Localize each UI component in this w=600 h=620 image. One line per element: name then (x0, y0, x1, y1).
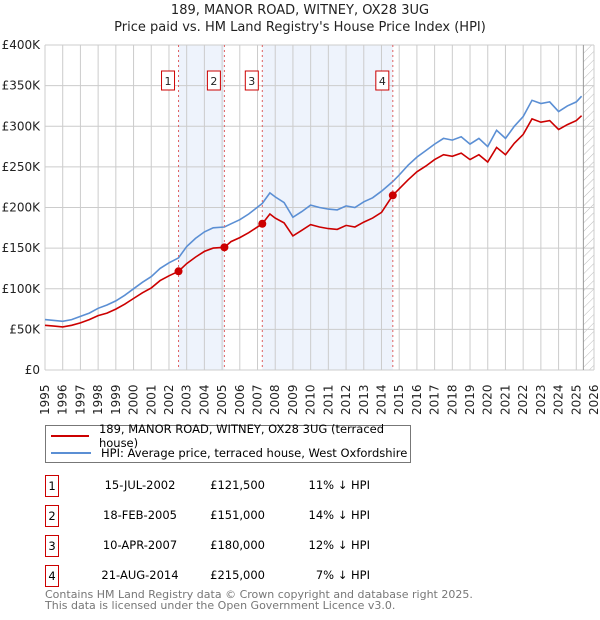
transaction-price: £180,000 (210, 538, 265, 552)
x-tick-label: 1996 (56, 384, 70, 415)
y-tick-label: £250K (2, 160, 42, 174)
x-tick-label: 2012 (339, 384, 353, 415)
sale-label: 4 (379, 75, 386, 88)
legend-label-hpi: HPI: Average price, terraced house, West… (101, 446, 408, 460)
legend-swatch-price (51, 435, 89, 437)
x-tick-label: 2009 (286, 384, 300, 415)
sale-point (258, 219, 267, 228)
x-tick-label: 2000 (127, 384, 141, 415)
transaction-price: £121,500 (210, 478, 265, 492)
legend: 189, MANOR ROAD, WITNEY, OX28 3UG (terra… (45, 422, 411, 463)
x-tick-label: 2001 (144, 384, 158, 415)
sale-label-box (375, 70, 390, 91)
transaction-number-badge: 2 (45, 505, 59, 527)
x-tick-label: 2010 (304, 384, 318, 415)
y-tick-label: £100K (2, 282, 42, 296)
y-tick-label: £300K (2, 119, 42, 133)
transaction-price: £151,000 (210, 508, 265, 522)
transaction-price: £215,000 (210, 568, 265, 582)
x-tick-label: 2002 (162, 384, 176, 415)
price-chart: 189, MANOR ROAD, WITNEY, OX28 3UG Price … (2, 3, 600, 415)
legend-item-hpi: HPI: Average price, terraced house, West… (51, 445, 407, 461)
legend-swatch-hpi (51, 452, 91, 454)
x-tick-label: 1995 (38, 384, 52, 415)
sale-label-box (244, 70, 259, 91)
transaction-row: 4 21-AUG-2014 £215,000 7% ↓ HPI (45, 565, 405, 587)
x-tick-label: 2018 (445, 384, 459, 415)
transaction-hpi-diff: 7% ↓ HPI (315, 568, 370, 582)
transaction-hpi-diff: 11% ↓ HPI (308, 478, 370, 492)
transaction-date: 15-JUL-2002 (104, 478, 176, 492)
legend-label-price: 189, MANOR ROAD, WITNEY, OX28 3UG (terra… (98, 422, 385, 450)
transaction-number-badge: 1 (45, 475, 59, 497)
transaction-row: 3 10-APR-2007 £180,000 12% ↓ HPI (45, 535, 405, 557)
y-tick-label: £400K (2, 38, 42, 52)
x-tick-label: 2015 (392, 384, 406, 415)
transaction-number-badge: 3 (45, 535, 59, 557)
sale-point (388, 191, 397, 200)
transaction-date: 10-APR-2007 (102, 538, 178, 552)
x-tick-label: 2020 (481, 384, 495, 415)
x-tick-label: 2005 (215, 384, 229, 415)
x-tick-label: 2014 (374, 384, 388, 415)
transaction-hpi-diff: 12% ↓ HPI (308, 538, 370, 552)
y-tick-label: £200K (2, 201, 42, 215)
x-tick-label: 2004 (197, 384, 211, 415)
y-tick-label: £50K (9, 322, 41, 336)
footer: Contains HM Land Registry data © Crown c… (45, 589, 473, 611)
x-tick-label: 2003 (180, 384, 194, 415)
x-tick-label: 2016 (410, 384, 424, 415)
x-tick-label: 2026 (587, 384, 600, 415)
legend-item-price: 189, MANOR ROAD, WITNEY, OX28 3UG (terra… (51, 422, 410, 450)
series-line (44, 115, 583, 328)
x-tick-label: 2024 (552, 384, 566, 415)
transaction-row: 2 18-FEB-2005 £151,000 14% ↓ HPI (45, 505, 405, 527)
sale-label: 3 (248, 75, 255, 88)
sale-label: 2 (210, 75, 217, 88)
x-tick-label: 2023 (534, 384, 548, 415)
footer-licence: This data is licensed under the Open Gov… (45, 599, 396, 612)
y-tick-label: £150K (2, 241, 42, 255)
transaction-date: 18-FEB-2005 (103, 508, 177, 522)
y-tick-label: £350K (2, 79, 42, 93)
chart-subtitle: Price paid vs. HM Land Registry's House … (114, 20, 486, 35)
y-tick-label: £0 (25, 363, 40, 377)
x-tick-label: 2006 (233, 384, 247, 415)
sale-point (220, 243, 229, 252)
transaction-number-badge: 4 (45, 565, 59, 587)
x-tick-label: 2007 (251, 384, 265, 415)
transaction-date: 21-AUG-2014 (101, 568, 179, 582)
x-tick-label: 1997 (73, 384, 87, 415)
transaction-row: 1 15-JUL-2002 £121,500 11% ↓ HPI (45, 475, 405, 497)
series-line (44, 95, 583, 323)
x-tick-label: 2013 (357, 384, 371, 415)
x-tick-label: 2011 (321, 384, 335, 415)
x-tick-label: 2022 (516, 384, 530, 415)
transaction-hpi-diff: 14% ↓ HPI (308, 508, 370, 522)
x-tick-label: 2008 (268, 384, 282, 415)
x-tick-label: 2017 (428, 384, 442, 415)
sale-label: 1 (165, 75, 172, 88)
chart-title: 189, MANOR ROAD, WITNEY, OX28 3UG (171, 3, 429, 18)
footer-copyright: Contains HM Land Registry data © Crown c… (45, 588, 473, 601)
sale-label-box (161, 70, 176, 91)
x-tick-label: 1999 (109, 384, 123, 415)
x-tick-label: 1998 (91, 384, 105, 415)
x-tick-label: 2021 (498, 384, 512, 415)
sale-point (174, 267, 183, 276)
x-tick-label: 2019 (463, 384, 477, 415)
sale-label-box (206, 70, 221, 91)
x-tick-label: 2025 (569, 384, 583, 415)
